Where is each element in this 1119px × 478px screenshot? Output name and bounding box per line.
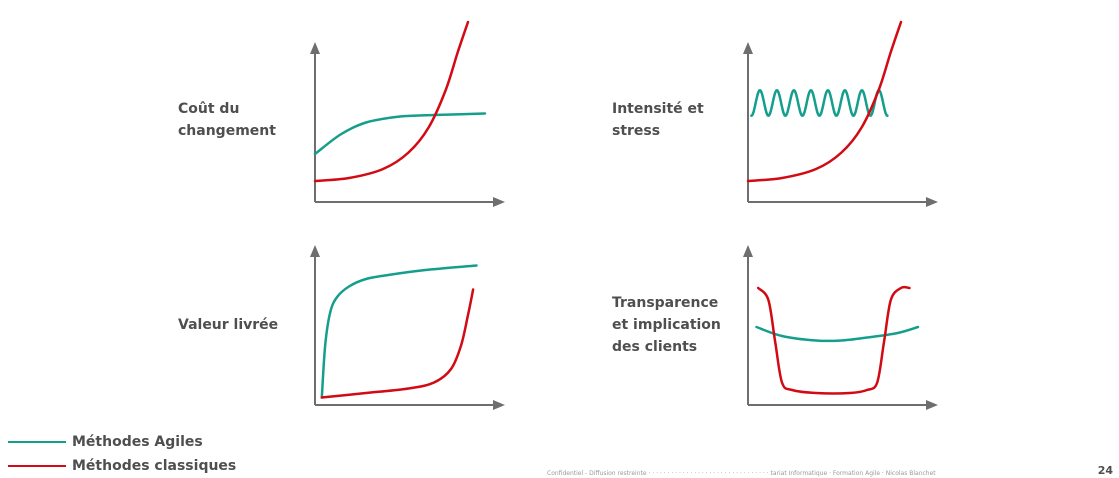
label-valeur-livree: Valeur livrée [178,317,279,333]
x-axis-arrow [926,197,938,207]
y-axis-arrow [310,42,320,54]
legend-item-classic: Méthodes classiques [8,454,236,478]
series-line-agile [313,112,487,156]
chart-intensite-et-stress [743,20,938,207]
x-axis-arrow [493,197,505,207]
y-axis-arrow [743,42,753,54]
series-line-classic [756,285,911,395]
series-line-agile [755,325,920,343]
legend-label-agile: Méthodes Agiles [72,434,203,450]
series-line-classic [320,288,475,399]
label-intensite-et-stress: Intensité et stress [612,101,704,139]
legend-item-agile: Méthodes Agiles [8,430,236,454]
series-line-classic [746,20,903,183]
label-cout-du-changement: Coût du changement [178,101,276,139]
page-number: 24 [1097,464,1113,477]
legend-swatch-agile [8,441,66,443]
y-axis-arrow [310,245,320,257]
legend-swatch-classic [8,465,66,467]
series-line-agile [320,264,478,399]
label-transparence: Transparence et implication des clients [612,295,721,355]
x-axis-arrow [926,400,938,410]
chart-cout-du-changement [310,20,505,207]
series-line-agile [750,89,889,117]
y-axis-arrow [743,245,753,257]
chart-valeur-livree [310,245,505,410]
legend-label-classic: Méthodes classiques [72,458,237,474]
footer-text: Confidentiel - Diffusion restreinte · · … [547,470,936,477]
series-line-classic [313,20,470,183]
legend: Méthodes Agiles Méthodes classiques [8,430,236,478]
x-axis-arrow [493,400,505,410]
chart-transparence [743,245,938,410]
